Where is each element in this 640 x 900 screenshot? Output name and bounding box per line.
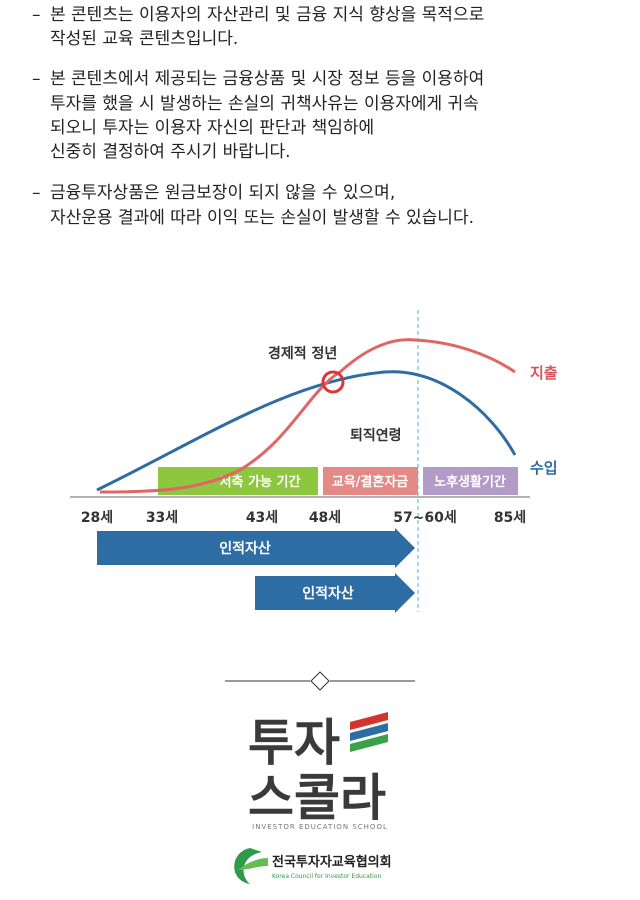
logo: 투자 스콜라 INVESTOR EDUCATION SCHOOL 전국투자자교육… [234,712,392,884]
crossover-marker [321,370,345,394]
disclaimer-line: 투자를 했을 시 발생하는 손실의 귀책사유는 이용자에게 귀속 [50,94,479,114]
disclaimer-line: 본 콘텐츠는 이용자의 자산관리 및 금융 지식 향상을 목적으로 [50,5,484,25]
disclaimer-line: 본 콘텐츠에서 제공되는 금융상품 및 시장 정보 등을 이용하여 [50,69,484,89]
org-icon [238,858,268,870]
age-label: 48세 [309,510,341,526]
disclaimer-line: 금융투자상품은 원금보장이 되지 않을 수 있으며, [50,183,395,203]
period-label: 저축 가능 기간 [220,474,301,490]
income-curve [96,370,517,492]
period-bar [423,467,518,495]
logo-title: 스콜라 [248,769,386,827]
retirement-label: 퇴직연령 [350,427,402,444]
logo-stripe [350,734,388,752]
disclaimer-line: 자산운용 결과에 따라 이익 또는 손실이 발생할 수 있습니다. [50,208,474,228]
divider-diamond [310,671,330,691]
logo-stripe [350,712,388,730]
period-label: 교육/결혼자금 [332,474,409,490]
period-label: 노후생활기간 [434,474,506,490]
org-english: Korea Council for Investor Education [272,873,381,880]
period-bar [323,467,418,495]
arrow [97,528,415,568]
age-label: 33세 [146,510,178,526]
age-label: 85세 [494,510,526,526]
age-label: 57~60세 [393,510,457,526]
org-name: 전국투자자교육협의회 [272,854,392,870]
dash: – [32,5,41,25]
arrow-label: 인적자산 [219,540,271,557]
dash: – [32,69,41,89]
disclaimers: – 본 콘텐츠는 이용자의 자산관리 및 금융 지식 향상을 목적으로 작성된 … [32,5,484,228]
age-label: 43세 [246,510,278,526]
age-label: 28세 [81,510,113,526]
disclaimer-line: 작성된 교육 콘텐츠입니다. [50,29,238,49]
arrow [255,573,415,613]
logo-stripe [350,723,388,741]
disclaimer-line: 신중히 결정하여 주시기 바랍니다. [50,142,291,162]
income-label: 수입 [530,459,558,477]
logo-tagline: INVESTOR EDUCATION SCHOOL [252,823,388,831]
point-label: 경제적 정년 [268,345,337,362]
disclaimer-line: 되오니 투자는 이용자 자신의 판단과 책임하에 [50,118,374,138]
expense-curve [99,338,516,494]
arrow-label: 인적자산 [302,585,354,602]
expense-label: 지출 [530,364,558,382]
org-icon [234,848,262,884]
lifecycle-diagram: 저축 가능 기간 교육/결혼자금 노후생활기간 경제적 정년 퇴직연령 지출 수… [70,310,558,613]
divider [225,671,415,691]
logo-title: 투자 [248,714,340,772]
dash: – [32,183,41,203]
